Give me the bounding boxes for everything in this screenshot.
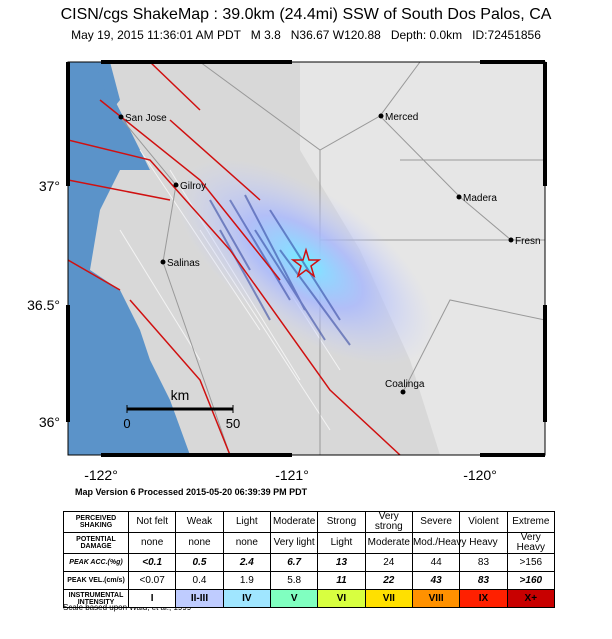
- legend-cell: 13: [317, 553, 366, 572]
- legend-cell: Weak: [175, 511, 224, 533]
- legend-cell: Heavy: [459, 532, 508, 554]
- legend-cell: 43: [411, 571, 461, 590]
- legend-cell: Very Heavy: [506, 532, 556, 554]
- legend-cell: IX: [459, 589, 508, 608]
- city-label: Fresn: [515, 236, 541, 247]
- city-dot: [160, 259, 166, 265]
- row-label: PERCEIVED SHAKING: [63, 511, 129, 533]
- legend-cell: Moderate: [269, 511, 319, 533]
- footer: Scale based upon Wald, et al.; 1999: [63, 603, 192, 612]
- city-dot: [378, 113, 384, 119]
- legend-row: INSTRUMENTAL INTENSITY I II-III IV V VI VII VII…: [63, 589, 556, 608]
- legend-cell: Mod./Heavy: [411, 532, 466, 554]
- legend-cell: Light: [222, 511, 271, 533]
- legend-cell: X+: [506, 589, 556, 608]
- city-dot: [118, 114, 124, 120]
- lat-label: 36.5°: [27, 297, 60, 313]
- legend-cell: 5.8: [269, 571, 319, 590]
- legend-cell: 24: [364, 553, 413, 572]
- lon-label: -120°: [463, 467, 497, 483]
- city-label: Gilroy: [180, 181, 206, 192]
- scale-label: 50: [226, 416, 240, 431]
- row-label: PEAK ACC.(%g): [63, 553, 129, 572]
- legend-cell: V: [269, 589, 319, 608]
- legend-cell: Very light: [269, 532, 319, 554]
- legend-row: PEAK VEL.(cm/s) <0.07 0.4 1.9 5.8 11 22 43 83 >16…: [63, 571, 556, 590]
- lat-label: 36°: [39, 414, 60, 430]
- legend-cell: VII: [364, 589, 413, 608]
- row-label: INSTRUMENTAL INTENSITY: [63, 589, 129, 608]
- legend-row: PERCEIVED SHAKING Not felt Weak Light Modera…: [63, 511, 556, 533]
- city-dot: [173, 182, 179, 188]
- caption: Map Version 6 Processed 2015-05-20 06:39…: [75, 487, 308, 497]
- legend-cell: VIII: [411, 589, 461, 608]
- title: CISN/cgs ShakeMap : 39.0km (24.4mi) SSW …: [61, 6, 552, 23]
- scale-bar: km 0 50: [123, 387, 240, 431]
- lon-label: -121°: [275, 467, 309, 483]
- city-label: Coalinga: [385, 379, 425, 390]
- legend-row: PEAK ACC.(%g) <0.1 0.5 2.4 6.7 13 24 44 83 >156: [63, 553, 556, 572]
- legend-cell: 2.4: [222, 553, 271, 572]
- legend-cell: Not felt: [127, 511, 177, 533]
- legend-cell: Very strong: [364, 511, 413, 533]
- city-label: Salinas: [167, 258, 200, 269]
- legend-row: POTENTIAL DAMAGE none none none Very light Li…: [63, 532, 556, 554]
- legend-cell: >160: [506, 571, 556, 590]
- legend-cell: II-III: [175, 589, 224, 608]
- legend-cell: Light: [317, 532, 366, 554]
- subtitle: May 19, 2015 11:36:01 AM PDT M 3.8 N36.6…: [71, 28, 541, 42]
- legend-cell: Moderate: [364, 532, 413, 554]
- legend-cell: VI: [317, 589, 366, 608]
- legend-cell: 1.9: [222, 571, 271, 590]
- map-area: [68, 62, 545, 455]
- legend-cell: 6.7: [269, 553, 319, 572]
- legend-cell: Strong: [317, 511, 366, 533]
- row-label: PEAK VEL.(cm/s): [63, 571, 129, 590]
- scale-unit: km: [171, 387, 190, 403]
- legend-cell: 83: [459, 553, 508, 572]
- legend-cell: >156: [506, 553, 556, 572]
- lat-label: 37°: [39, 178, 60, 194]
- legend-cell: none: [127, 532, 177, 554]
- legend-cell: 83: [459, 571, 508, 590]
- legend-cell: I: [127, 589, 177, 608]
- legend-cell: 11: [317, 571, 366, 590]
- legend-cell: none: [175, 532, 224, 554]
- city-dot: [400, 389, 406, 395]
- city-label: Merced: [385, 112, 418, 123]
- legend-cell: Extreme: [506, 511, 556, 533]
- legend-cell: 22: [364, 571, 413, 590]
- city-label: Madera: [463, 193, 497, 204]
- legend-cell: Severe: [411, 511, 461, 533]
- legend-cell: <0.07: [127, 571, 177, 590]
- city-dot: [508, 237, 514, 243]
- legend-cell: IV: [222, 589, 271, 608]
- scale-label: 0: [123, 416, 130, 431]
- legend-cell: none: [222, 532, 271, 554]
- legend-cell: 0.4: [175, 571, 224, 590]
- legend-cell: 44: [411, 553, 461, 572]
- legend-cell: Violent: [459, 511, 508, 533]
- row-label: POTENTIAL DAMAGE: [63, 532, 129, 554]
- legend-cell: 0.5: [175, 553, 224, 572]
- lon-label: -122°: [84, 467, 118, 483]
- intensity-legend: PERCEIVED SHAKING Not felt Weak Light Modera…: [63, 511, 556, 608]
- legend-cell: <0.1: [127, 553, 177, 572]
- city-label: San Jose: [125, 113, 167, 124]
- city-dot: [456, 194, 462, 200]
